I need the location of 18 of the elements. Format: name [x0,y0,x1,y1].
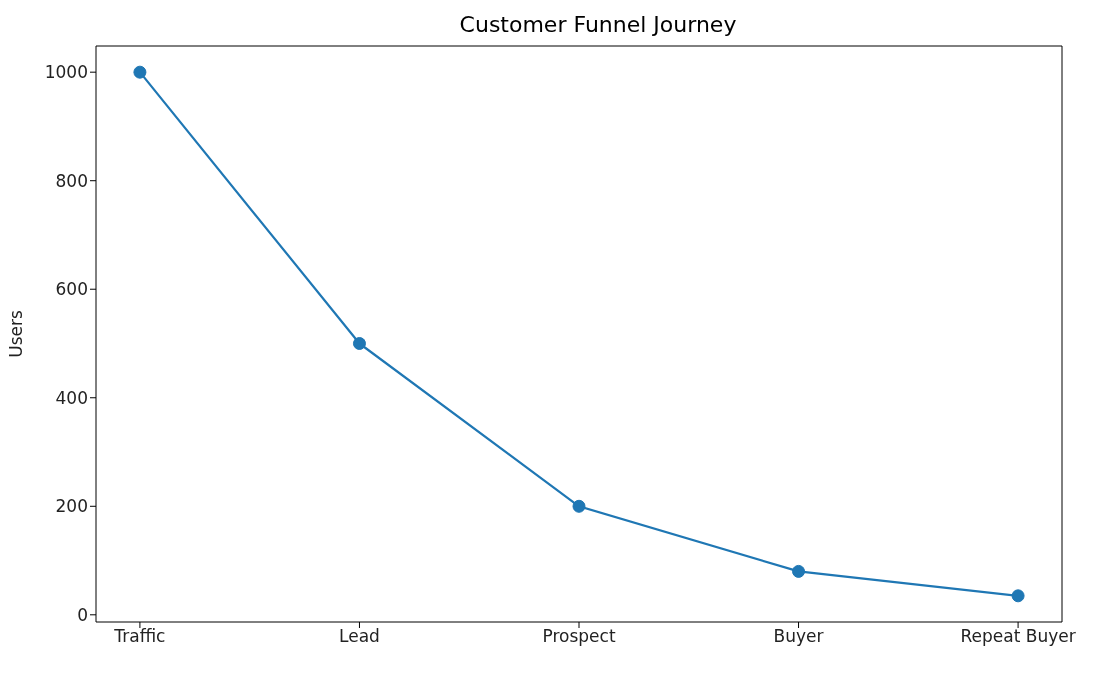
y-tick-label: 1000 [44,62,88,83]
chart-title: Customer Funnel Journey [458,11,738,39]
y-tick-label: 400 [55,387,88,408]
x-tick-label: Repeat Buyer [960,626,1076,647]
y-tick-label: 800 [55,170,88,191]
point [352,337,366,350]
y-tick-label: 0 [77,604,88,625]
point [1011,589,1025,603]
y-axis-title: Users [6,310,27,358]
x-tick-label: Prospect [542,626,616,647]
point [792,564,806,578]
point [572,499,586,513]
x-tick-label: Buyer [773,626,824,647]
point [133,65,147,79]
x-tick-label: Traffic [113,626,166,647]
y-tick-label: 200 [55,496,88,517]
y-tick-label: 600 [55,279,88,300]
x-tick-label: Lead [339,626,380,647]
